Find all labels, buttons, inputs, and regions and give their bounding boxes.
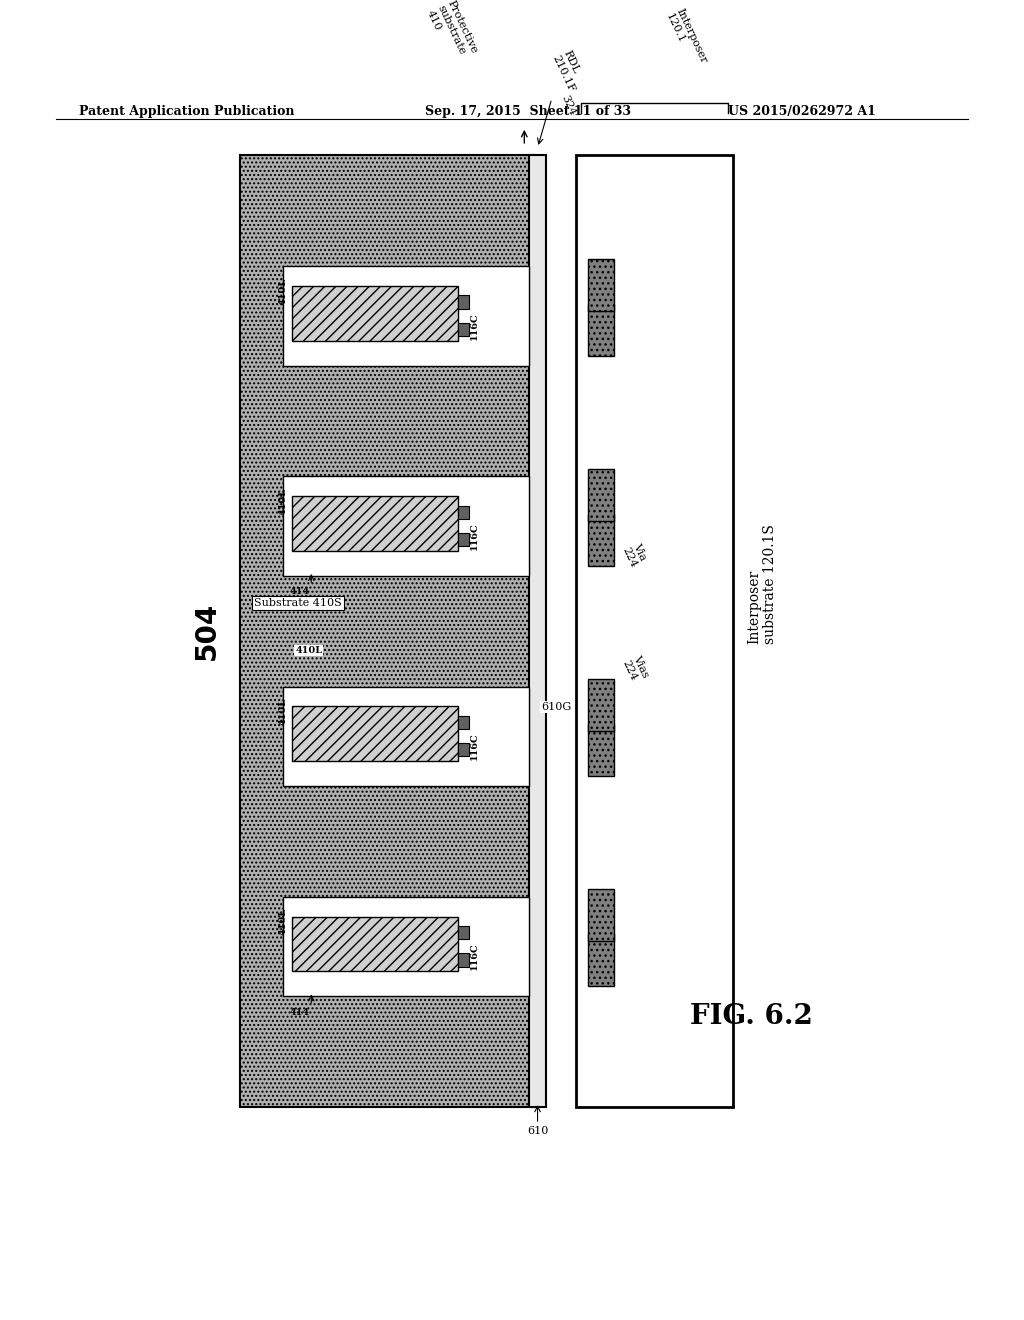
Bar: [588, 935, 614, 986]
Bar: [588, 259, 614, 310]
Bar: [588, 723, 614, 776]
Text: 116C: 116C: [470, 733, 479, 760]
Bar: [458, 715, 469, 729]
Text: 410L: 410L: [279, 277, 288, 305]
Text: Die 110: Die 110: [371, 507, 380, 545]
Bar: [458, 296, 469, 309]
Text: Interposer
substrate 120.1S: Interposer substrate 120.1S: [746, 524, 777, 644]
Bar: [292, 916, 458, 972]
Bar: [588, 890, 614, 941]
Bar: [241, 156, 534, 1107]
Bar: [283, 477, 529, 576]
Bar: [458, 506, 469, 519]
Text: Die 110: Die 110: [371, 297, 380, 335]
Bar: [588, 304, 614, 355]
Bar: [458, 322, 469, 337]
Bar: [292, 706, 458, 762]
Text: Protective
substrate
410: Protective substrate 410: [425, 0, 479, 66]
Text: Die 110: Die 110: [371, 927, 380, 966]
Text: Die 110: Die 110: [371, 717, 380, 755]
Text: US 2015/0262972 A1: US 2015/0262972 A1: [728, 106, 876, 119]
Text: Sep. 17, 2015  Sheet 11 of 33: Sep. 17, 2015 Sheet 11 of 33: [425, 106, 631, 119]
Text: 116C: 116C: [470, 523, 479, 550]
Text: 410L: 410L: [279, 908, 288, 935]
Bar: [529, 156, 546, 1107]
Text: Interposer
120.1: Interposer 120.1: [664, 7, 709, 70]
Text: RDL
210.1F: RDL 210.1F: [551, 49, 587, 94]
Bar: [283, 896, 529, 997]
Bar: [283, 267, 529, 366]
Bar: [577, 156, 732, 1107]
Text: Vias
224: Vias 224: [621, 653, 650, 684]
Text: 324: 324: [559, 94, 578, 117]
Bar: [458, 533, 469, 546]
Bar: [458, 953, 469, 966]
Text: Via
224: Via 224: [621, 541, 649, 570]
Text: 504: 504: [194, 602, 221, 660]
Text: 414: 414: [290, 1007, 310, 1016]
Bar: [588, 469, 614, 521]
Bar: [283, 686, 529, 785]
Text: 410L: 410L: [279, 487, 288, 515]
Text: Substrate 410S: Substrate 410S: [254, 598, 342, 607]
Bar: [588, 680, 614, 731]
Bar: [458, 925, 469, 940]
Text: 410L: 410L: [295, 645, 323, 655]
Text: 414: 414: [290, 587, 310, 597]
Bar: [292, 496, 458, 550]
Text: 116C: 116C: [470, 312, 479, 339]
Bar: [588, 513, 614, 566]
Text: 410L: 410L: [279, 698, 288, 725]
Bar: [292, 286, 458, 341]
Text: 116C: 116C: [470, 942, 479, 970]
Text: 610G: 610G: [542, 702, 571, 711]
Text: 610: 610: [527, 1126, 548, 1137]
Bar: [458, 743, 469, 756]
Text: Patent Application Publication: Patent Application Publication: [79, 106, 295, 119]
Text: FIG. 6.2: FIG. 6.2: [690, 1003, 813, 1031]
